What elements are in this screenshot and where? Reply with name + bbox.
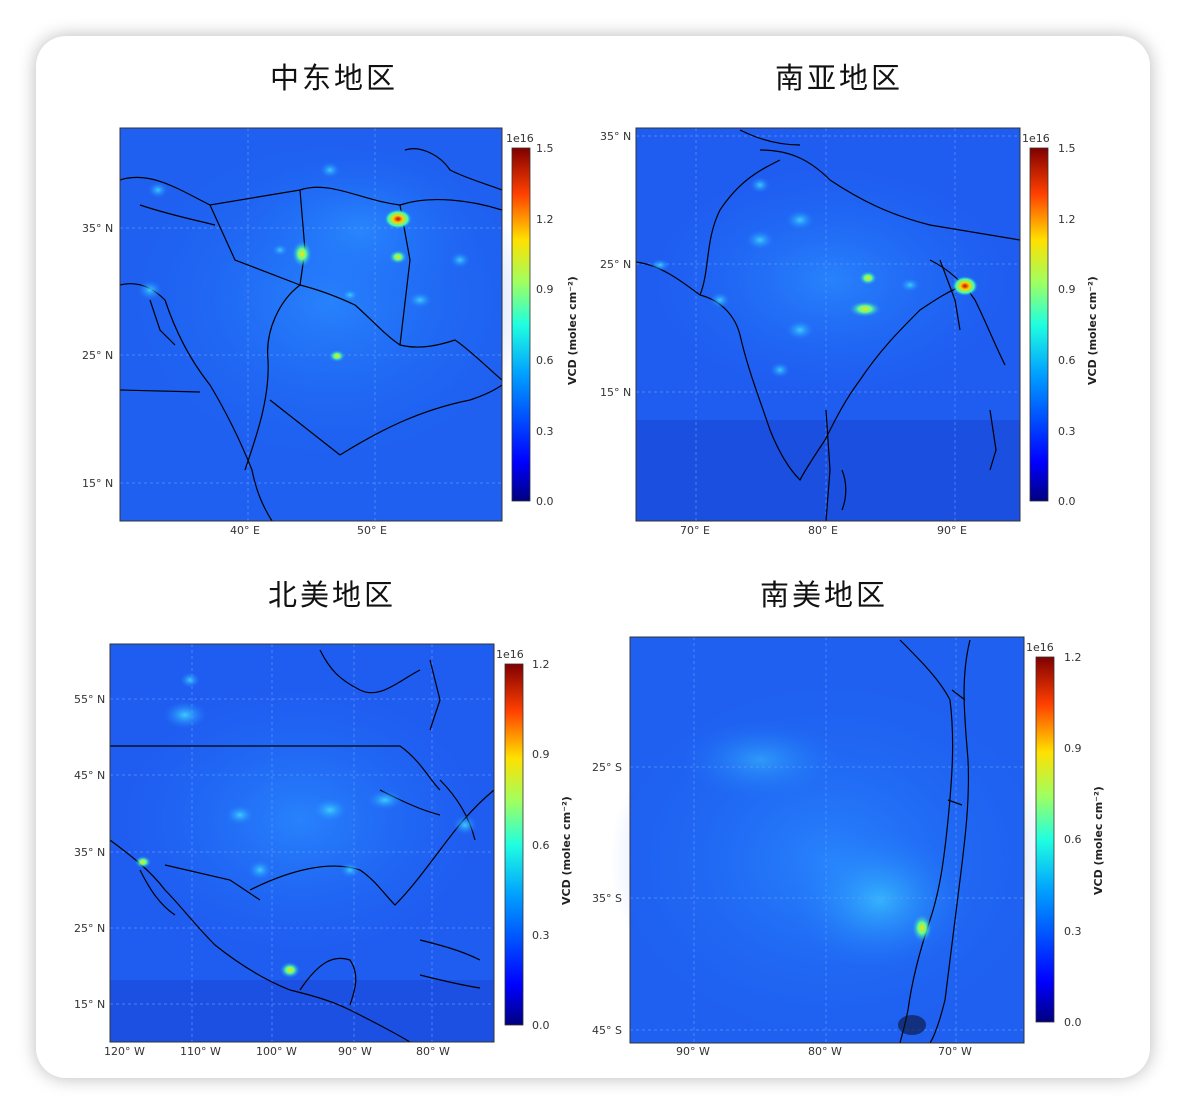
colorbar-north-america: 1e16 1.2 0.9 0.6 0.3 0.0 VCD (molec cm⁻²… [496,648,573,1032]
map-panel-south-america: 25° S 35° S 45° S 90° W 80° W 70° W 1e16… [592,636,1105,1058]
colorbar-south-america: 1e16 1.2 0.9 0.6 0.3 0.0 VCD (molec cm⁻²… [1026,641,1105,1029]
lat-tick: 25° N [82,349,113,362]
panel-title-middle-east: 中东地区 [270,61,399,95]
colorbar-tick: 0.6 [532,839,550,852]
lon-tick: 100° W [256,1045,297,1058]
colorbar-exponent: 1e16 [1026,641,1054,654]
lat-tick: 15° N [600,386,631,399]
colorbar-label: VCD (molec cm⁻²) [1086,276,1099,385]
lat-tick: 25° N [600,258,631,271]
colorbar-tick: 0.9 [1064,742,1082,755]
colorbar-tick: 0.3 [1064,925,1082,938]
colorbar-label: VCD (molec cm⁻²) [560,796,573,905]
colorbar-label: VCD (molec cm⁻²) [1092,786,1105,895]
colorbar-middle-east: 1e16 1.5 1.2 0.9 0.6 0.3 0.0 VCD (molec … [506,132,579,508]
colorbar-tick: 0.6 [1064,833,1082,846]
lon-tick: 110° W [180,1045,221,1058]
colorbar-tick: 0.9 [536,283,554,296]
lon-tick: 40° E [230,524,260,537]
lat-tick: 45° N [74,769,105,782]
lon-tick: 50° E [357,524,387,537]
lon-tick: 90° W [338,1045,372,1058]
colorbar-exponent: 1e16 [506,132,534,145]
colorbar-tick: 1.2 [1058,213,1076,226]
colorbar-tick: 0.9 [532,748,550,761]
colorbar-exponent: 1e16 [496,648,524,661]
lat-tick: 25° N [74,922,105,935]
lat-tick: 15° N [82,477,113,490]
colorbar-tick: 1.5 [536,142,554,155]
lon-tick: 80° W [808,1045,842,1058]
lat-tick: 35° N [82,222,113,235]
lon-tick: 80° E [808,524,838,537]
colorbar-south-asia: 1e16 1.5 1.2 0.9 0.6 0.3 0.0 VCD (molec … [1022,132,1099,508]
panel-title-south-america: 南美地区 [760,578,889,612]
colorbar-tick: 0.0 [1064,1016,1082,1029]
lon-tick: 90° E [937,524,967,537]
lat-tick: 55° N [74,693,105,706]
colorbar-tick: 0.6 [1058,354,1076,367]
lat-tick: 15° N [74,998,105,1011]
colorbar-tick: 0.6 [536,354,554,367]
lon-tick: 70° W [938,1045,972,1058]
colorbar-tick: 0.0 [1058,495,1076,508]
lon-tick: 120° W [104,1045,145,1058]
colorbar-tick: 0.0 [536,495,554,508]
lat-tick: 25° S [592,761,622,774]
map-panel-north-america: 55° N 45° N 35° N 25° N 15° N 120° W 110… [74,643,573,1058]
map-panel-south-asia: 35° N 25° N 15° N 70° E 80° E 90° E 1e16… [600,127,1099,537]
colorbar-label: VCD (molec cm⁻²) [566,276,579,385]
lon-tick: 80° W [416,1045,450,1058]
lat-tick: 35° N [74,846,105,859]
colorbar-tick: 1.2 [1064,651,1082,664]
colorbar-tick: 0.9 [1058,283,1076,296]
colorbar-tick: 0.3 [532,929,550,942]
colorbar-tick: 1.2 [532,658,550,671]
lat-tick: 45° S [592,1024,622,1037]
lat-tick: 35° N [600,130,631,143]
lon-tick: 90° W [676,1045,710,1058]
colorbar-tick: 0.3 [536,425,554,438]
panel-title-north-america: 北美地区 [268,578,397,612]
colorbar-tick: 0.3 [1058,425,1076,438]
map-panel-middle-east: 35° N 25° N 15° N 40° E 50° E 1e16 1.5 1… [82,127,579,537]
colorbar-tick: 1.2 [536,213,554,226]
lat-tick: 35° S [592,892,622,905]
colorbar-tick: 0.0 [532,1019,550,1032]
colorbar-exponent: 1e16 [1022,132,1050,145]
panel-title-south-asia: 南亚地区 [775,61,904,95]
colorbar-tick: 1.5 [1058,142,1076,155]
lon-tick: 70° E [680,524,710,537]
